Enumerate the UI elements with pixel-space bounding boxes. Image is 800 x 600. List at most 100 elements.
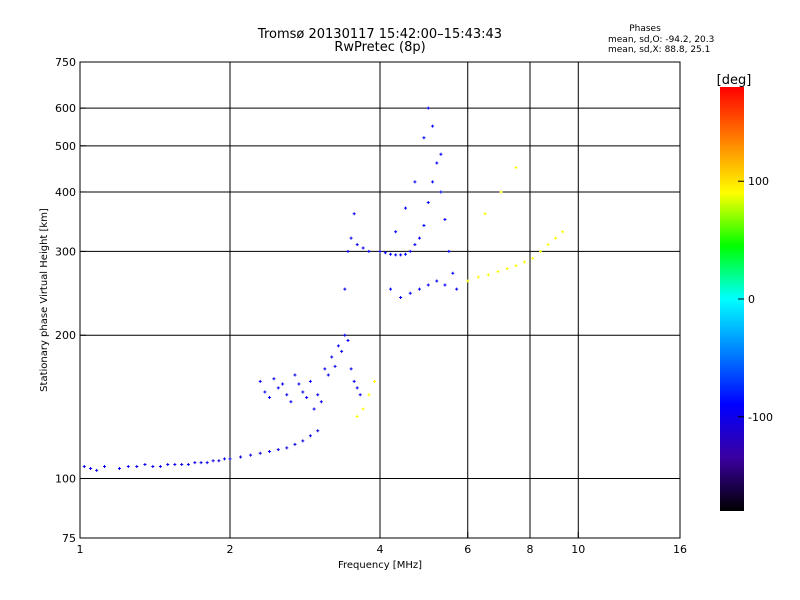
x-tick-label: 2 [227, 543, 234, 556]
data-point [546, 243, 550, 247]
data-point [426, 283, 430, 287]
data-point [228, 457, 232, 461]
data-point [505, 267, 509, 271]
data-point [346, 249, 350, 253]
data-point [289, 400, 293, 404]
y-tick-label: 600 [55, 102, 76, 115]
data-point [561, 230, 565, 234]
data-point [367, 393, 371, 397]
data-point [361, 407, 365, 411]
data-point [258, 379, 262, 383]
data-point [466, 279, 470, 283]
x-axis-label: Frequency [MHz] [338, 560, 422, 571]
grid [79, 61, 681, 539]
data-point [336, 344, 340, 348]
data-point [239, 455, 243, 459]
data-point [476, 275, 480, 279]
y-tick-label: 75 [62, 532, 76, 545]
y-tick-label: 400 [55, 186, 76, 199]
data-point [340, 349, 344, 353]
data-point [211, 459, 215, 463]
data-point [378, 249, 382, 253]
colorbar-label: [deg] [717, 73, 752, 88]
y-axis-label: Stationary phase Virtual Height [km] [39, 208, 50, 392]
data-point [223, 457, 227, 461]
data-point [514, 166, 518, 170]
y-tick-label: 750 [55, 56, 76, 69]
data-point [276, 386, 280, 390]
data-point [330, 355, 334, 359]
data-point [417, 236, 421, 240]
data-point [443, 218, 447, 222]
data-point [403, 206, 407, 210]
y-axis-ticks: 75 100 200 300 400 500 600 750 [55, 56, 86, 545]
data-point [383, 251, 387, 255]
data-point [301, 390, 305, 394]
data-point [422, 136, 426, 140]
colorbar-tick-label: 100 [748, 175, 769, 188]
colorbar-tick-label: 0 [748, 293, 755, 306]
data-point [135, 464, 139, 468]
data-point [539, 249, 543, 253]
data-point [358, 393, 362, 397]
data-point [95, 468, 99, 472]
data-point [349, 367, 353, 371]
x-tick-label: 8 [527, 543, 534, 556]
data-point [263, 390, 267, 394]
data-point [258, 451, 262, 455]
data-point [276, 448, 280, 452]
data-point [349, 236, 353, 240]
data-point [523, 260, 527, 264]
colorbar-tick-label: -100 [748, 411, 773, 424]
data-point [422, 224, 426, 228]
data-point [319, 400, 323, 404]
data-point [308, 379, 312, 383]
data-point [451, 271, 455, 275]
chart-subtitle: RwPretec (8p) [334, 40, 425, 55]
data-point [297, 382, 301, 386]
data-point [352, 212, 356, 216]
x-tick-label: 6 [464, 543, 471, 556]
chart-title: Tromsø 20130117 15:42:00–15:43:43 [257, 27, 502, 42]
data-point [267, 449, 271, 453]
x-tick-label: 10 [571, 543, 585, 556]
data-point [486, 273, 490, 277]
data-point [143, 463, 147, 467]
data-point [205, 461, 209, 465]
y-tick-label: 300 [55, 245, 76, 258]
data-point [316, 393, 320, 397]
x-tick-label: 16 [673, 543, 687, 556]
data-point [267, 395, 271, 399]
data-point [103, 464, 107, 468]
data-point [531, 256, 535, 260]
data-point [249, 453, 253, 457]
colorbar-ticks: 100 0 -100 [738, 175, 773, 424]
data-point [496, 270, 500, 274]
data-point [312, 407, 316, 411]
data-point [417, 287, 421, 291]
data-point [367, 249, 371, 253]
data-point [158, 464, 162, 468]
data-point [151, 464, 155, 468]
data-point [431, 180, 435, 184]
phase-stats-x: mean, sd,X: 88.8, 25.1 [608, 45, 710, 55]
data-point [323, 367, 327, 371]
data-point [431, 124, 435, 128]
data-point [361, 246, 365, 250]
data-point [455, 287, 459, 291]
data-point [193, 461, 197, 465]
x-axis-ticks: 1 2 4 6 8 10 16 [77, 532, 687, 556]
x-tick-label: 4 [377, 543, 384, 556]
data-point [408, 291, 412, 295]
data-point [272, 377, 276, 381]
phase-stats-o: mean, sd,O: -94.2, 20.3 [608, 35, 714, 45]
data-point [173, 463, 177, 467]
data-point [82, 464, 86, 468]
data-point [293, 442, 297, 446]
data-point [426, 106, 430, 110]
data-point [403, 252, 407, 256]
data-point [217, 459, 221, 463]
data-point [435, 279, 439, 283]
data-point [117, 466, 121, 470]
data-point [514, 264, 518, 268]
